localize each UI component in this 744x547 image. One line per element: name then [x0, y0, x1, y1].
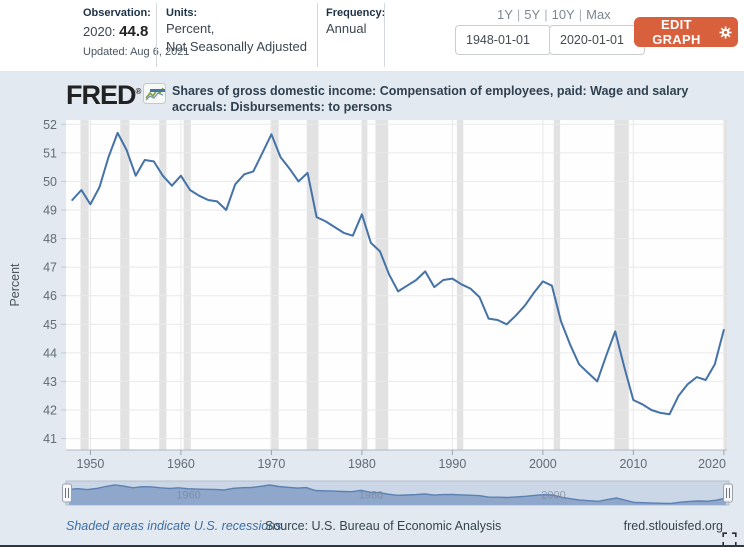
divider: [384, 3, 385, 67]
divider: [156, 3, 157, 67]
recession-note-link[interactable]: Shaded areas indicate U.S. recessions.: [66, 519, 285, 533]
observation-block: Observation: 2020: 44.8 Updated: Aug 6, …: [83, 6, 189, 58]
fred-logo-text: FRED: [66, 80, 136, 110]
x-axis-label: 1970: [257, 457, 285, 471]
chart-legend: Shares of gross domestic income: Compens…: [150, 83, 707, 115]
source-text: Source: U.S. Bureau of Economic Analysis: [265, 519, 502, 533]
recession-band: [120, 120, 130, 450]
recession-band: [183, 120, 191, 450]
range-separator: |: [516, 7, 521, 22]
units-label: Units:: [166, 7, 198, 19]
slider-right-handle[interactable]: [723, 483, 733, 503]
end-date-input[interactable]: [549, 25, 645, 55]
recession-band: [723, 120, 727, 450]
range-selector: 1Y | 5Y | 10Y | Max: [497, 7, 627, 22]
slider-line-series: [68, 484, 727, 505]
recession-band: [456, 120, 464, 450]
units-value-line2: Not Seasonally Adjusted: [166, 39, 307, 54]
slider-year-labels: 1960 1980 2000: [176, 490, 565, 502]
y-axis-label: 43: [43, 375, 57, 389]
x-axis-label: 2010: [619, 457, 647, 471]
x-axis-label: 1960: [167, 457, 195, 471]
range-max-link[interactable]: Max: [586, 7, 611, 22]
series-line-marker: [150, 89, 165, 92]
y-axis-label: 41: [43, 432, 57, 446]
graph-header-bar: Observation: 2020: 44.8 Updated: Aug 6, …: [0, 0, 744, 72]
window-bottom-edge: [0, 545, 744, 547]
recession-band: [614, 120, 629, 450]
x-axis-label: 1980: [348, 457, 376, 471]
recession-band: [80, 120, 89, 450]
recession-band: [159, 120, 167, 450]
range-5y-link[interactable]: 5Y: [524, 7, 541, 22]
updated-date: Updated: Aug 6, 2021: [83, 46, 190, 58]
observation-value: 2020: 44.8: [83, 23, 189, 40]
range-1y-link[interactable]: 1Y: [497, 7, 513, 22]
gridlines: [66, 120, 727, 450]
sparkline-logo-icon: [143, 83, 166, 104]
recession-band: [270, 120, 279, 450]
axis-labels: 41 42 43 44 45 46 47 48 49 50 51 52 1950 1960 1970 1980…: [43, 118, 726, 471]
y-axis-label: 45: [43, 318, 57, 332]
x-axis-label: 1990: [438, 457, 466, 471]
series-title: Shares of gross domestic income: Compens…: [172, 84, 689, 114]
recession-band: [553, 120, 561, 450]
range-separator: |: [578, 7, 583, 22]
divider: [317, 3, 318, 67]
edit-graph-button[interactable]: EDIT GRAPH: [634, 17, 738, 47]
frequency-label: Frequency:: [326, 7, 386, 19]
gear-icon: [719, 25, 732, 39]
range-separator: |: [544, 7, 548, 22]
y-axis-title: Percent: [8, 263, 22, 307]
svg-text:1960: 1960: [176, 490, 200, 502]
recession-band: [361, 120, 368, 450]
y-axis-label: 50: [43, 175, 57, 189]
main-chart[interactable]: 41 42 43 44 45 46 47 48 49 50 51 52 1950 1960 1970 1980…: [0, 72, 744, 478]
recession-band: [375, 120, 389, 450]
observation-label: Observation:: [83, 7, 151, 19]
start-date-input[interactable]: [455, 25, 551, 55]
range-10y-link[interactable]: 10Y: [551, 7, 575, 22]
trademark-symbol: ®: [135, 87, 142, 96]
y-axis-label: 52: [43, 118, 57, 132]
y-axis-label: 51: [43, 146, 57, 160]
units-block: Units: Percent, Not Seasonally Adjusted: [166, 6, 307, 56]
svg-text:1980: 1980: [359, 490, 383, 502]
y-axis-label: 47: [43, 261, 57, 275]
frequency-block: Frequency: Annual: [326, 6, 385, 38]
fred-site-link[interactable]: fred.stlouisfed.org: [623, 519, 723, 533]
y-axis-label: 49: [43, 204, 57, 218]
graph-panel: FRED® Shares of gross domestic income: C…: [0, 72, 744, 547]
x-axis-label: 1950: [77, 457, 105, 471]
x-axis-label: 2000: [529, 457, 557, 471]
recession-bands: [80, 120, 727, 450]
frequency-value: Annual: [326, 21, 367, 36]
axis-ticks: [61, 123, 725, 455]
range-slider[interactable]: 1960 1980 2000: [0, 479, 744, 509]
units-value-line1: Percent,: [166, 21, 215, 36]
y-axis-label: 48: [43, 232, 57, 246]
x-axis-label: 2020: [698, 457, 726, 471]
graph-footer: Shaded areas indicate U.S. recessions. S…: [0, 519, 744, 539]
fullscreen-icon[interactable]: [722, 532, 737, 547]
y-axis-label: 44: [43, 346, 57, 360]
observation-year: 2020:: [83, 24, 120, 39]
series-line[interactable]: [71, 131, 725, 416]
slider-area-series: [69, 484, 726, 505]
observation-number: 44.8: [119, 23, 149, 40]
y-axis-label: 42: [43, 404, 57, 418]
edit-graph-label: EDIT GRAPH: [652, 17, 701, 47]
svg-text:2000: 2000: [541, 490, 565, 502]
recession-band: [306, 120, 319, 450]
fred-logo[interactable]: FRED®: [66, 79, 142, 110]
y-axis-label: 46: [43, 289, 57, 303]
slider-left-handle[interactable]: [62, 483, 72, 503]
